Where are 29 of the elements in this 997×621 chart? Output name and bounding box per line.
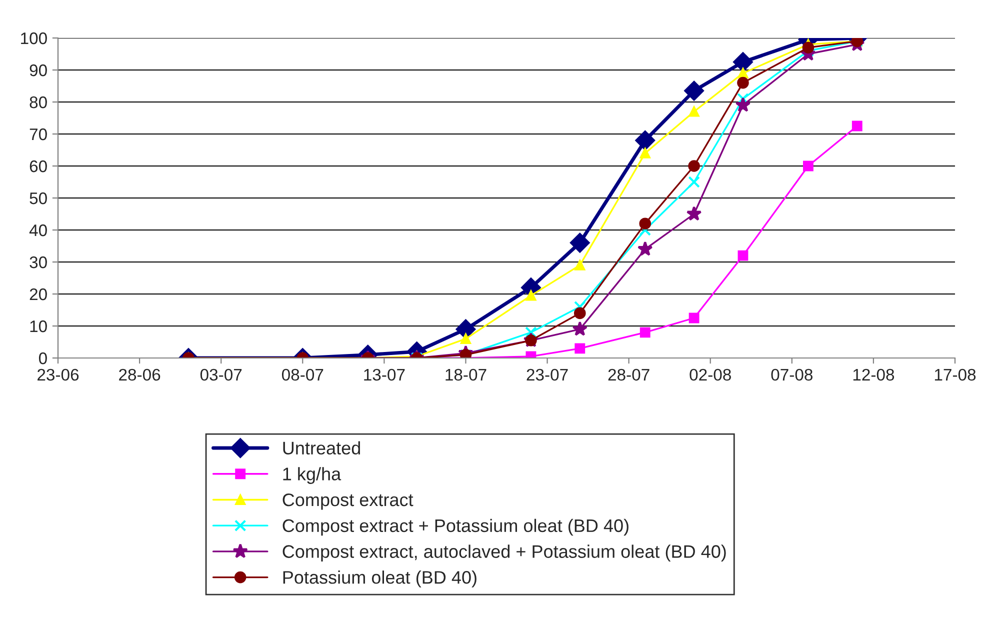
x-tick-label: 28-07 — [608, 368, 650, 381]
y-tick-label: 30 — [30, 256, 47, 268]
legend-label: Compost extract, autoclaved + Potassium oleat (BD 40) — [282, 544, 726, 562]
legend-label: Untreated — [283, 441, 360, 455]
x-tick-label: 07-08 — [771, 368, 812, 381]
legend-label: 1 kg/ha — [283, 467, 342, 484]
y-tick-label: 10 — [30, 320, 47, 332]
legend-label: Potassium oleat (BD 40) — [283, 570, 476, 588]
y-tick-label: 80 — [30, 96, 47, 108]
x-tick-label: 23-07 — [526, 368, 568, 381]
y-tick-label: 100 — [21, 32, 47, 44]
y-tick-label: 20 — [30, 288, 47, 300]
x-tick-label: 12-08 — [853, 368, 894, 381]
x-tick-label: 03-07 — [200, 368, 242, 381]
x-tick-label: 13-07 — [364, 368, 405, 381]
x-tick-label: 23-06 — [38, 368, 79, 381]
y-tick-label: 90 — [30, 64, 47, 76]
legend-label: Compost extract + Potassium oleat (BD 40) — [282, 518, 628, 536]
y-tick-label: 70 — [30, 128, 47, 140]
legend-label: Compost extract — [282, 493, 414, 510]
x-tick-label: 08-07 — [282, 368, 324, 381]
x-tick-label: 17-08 — [934, 368, 976, 381]
x-tick-label: 02-08 — [690, 368, 731, 381]
y-tick-label: 60 — [30, 160, 47, 172]
y-tick-label: 0 — [38, 352, 47, 364]
x-tick-label: 18-07 — [446, 368, 486, 381]
y-tick-label: 50 — [30, 192, 47, 204]
x-tick-label: 28-06 — [119, 368, 160, 381]
y-tick-label: 40 — [29, 224, 47, 236]
